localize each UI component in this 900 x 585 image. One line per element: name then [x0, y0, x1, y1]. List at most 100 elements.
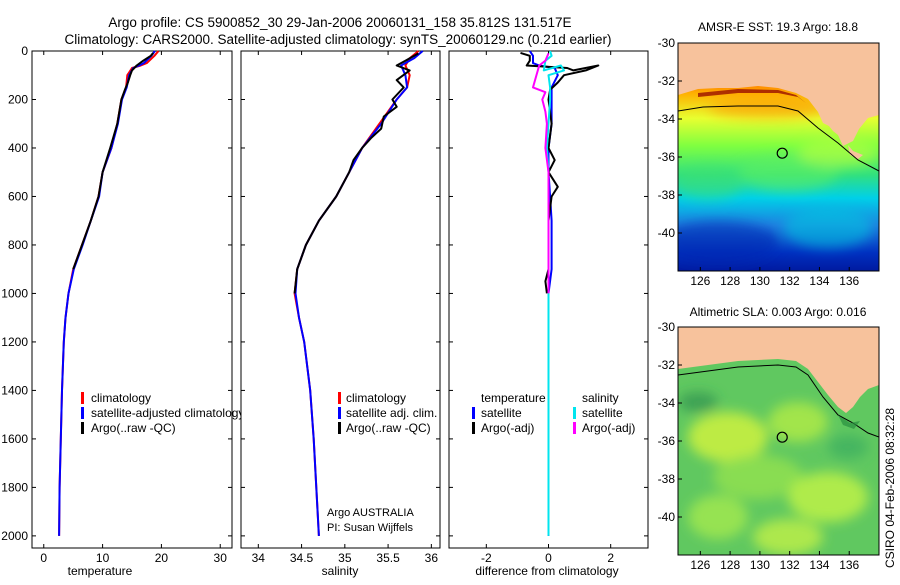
salinity-panel: 34 34.5 35 35.5 36 salinity climatology sate… — [240, 50, 441, 578]
legend-label-temp-argo: Argo(-adj) — [481, 421, 534, 435]
legend-label-sal-satellite: satellite — [582, 406, 623, 420]
y-tick-label: -32 — [658, 74, 676, 88]
salinity-axes-frame — [240, 50, 441, 549]
legend-swatch-argo — [81, 422, 84, 434]
argo-float-marker — [776, 147, 788, 159]
y-tick-label: -38 — [658, 472, 676, 486]
x-tick-label: 36 — [425, 551, 439, 565]
series-line-salinity-argo-adj — [532, 53, 550, 294]
legend-label-temp-satellite: satellite — [481, 406, 522, 420]
sla-map-ticks: 126 128 130 132 134 136 -30 -32 -34 -36 -38 -40 — [658, 320, 860, 572]
x-tick-label: -2 — [481, 551, 492, 565]
y-tick-label: -36 — [658, 434, 676, 448]
legend-swatch-sal-argo — [573, 422, 576, 434]
legend-label-sal-argo: Argo(-adj) — [582, 421, 635, 435]
difference-series — [520, 50, 600, 536]
y-tick-label: 1000 — [1, 286, 28, 300]
x-tick-label: 126 — [690, 274, 710, 288]
legend-swatch-satellite — [81, 407, 84, 419]
temperature-legend: climatology satellite-adjusted climatolo… — [81, 391, 244, 435]
legend-label-climatology: climatology — [346, 391, 406, 405]
sst-map-area — [678, 43, 879, 271]
pi-annotation: PI: Susan Wijffels — [327, 522, 413, 534]
land-australia — [678, 327, 879, 413]
y-tick-label: -32 — [658, 358, 676, 372]
coastal-shelf — [838, 415, 860, 429]
salinity-series — [293, 50, 424, 536]
figure-title-line1: Argo profile: CS 5900852_30 29-Jan-2006 … — [108, 15, 571, 30]
temperature-series — [58, 50, 160, 536]
figure-title-line2: Climatology: CARS2000. Satellite-adjuste… — [64, 32, 611, 47]
warm-coastal-band — [698, 89, 806, 103]
difference-x-ticks: -2 0 2 — [481, 51, 614, 565]
y-tick-label: 1600 — [1, 432, 28, 446]
x-tick-label: 134 — [809, 558, 829, 572]
y-tick-label: 600 — [8, 189, 28, 203]
legend-swatch-climatology — [81, 392, 84, 404]
y-tick-label: -30 — [658, 320, 676, 334]
legend-label-climatology: climatology — [91, 391, 151, 405]
legend-title-temperature: temperature — [481, 391, 546, 405]
x-tick-label: 0 — [40, 551, 47, 565]
land-australia — [678, 43, 879, 146]
isobath-line — [678, 105, 879, 172]
salinity-y-ticks — [241, 50, 440, 537]
x-tick-label: 10 — [96, 551, 110, 565]
x-tick-label: 126 — [690, 558, 710, 572]
difference-y-ticks — [449, 50, 648, 537]
legend-label-argo: Argo(..raw -QC) — [91, 421, 176, 435]
argo-float-marker — [776, 431, 788, 443]
x-tick-label: 132 — [780, 558, 800, 572]
sla-map-panel: Altimetric SLA: 0.003 Argo: 0.016 — [658, 305, 880, 572]
legend-label-satellite: satellite adj. clim. — [346, 406, 437, 420]
y-tick-label: -36 — [658, 150, 676, 164]
legend-swatch-temp-argo — [472, 422, 475, 434]
series-line-argo-raw-qc — [293, 52, 419, 294]
legend-swatch-argo — [338, 422, 341, 434]
sst-texture — [678, 98, 878, 265]
temperature-x-ticks: 0 10 20 30 — [40, 51, 227, 565]
temperature-panel: 0 200 400 600 800 1000 1200 1400 1600 1800 2000 0 1… — [1, 44, 244, 578]
side-timestamp: CSIRO 04-Feb-2006 08:32:28 — [883, 408, 897, 568]
y-tick-label: 0 — [21, 44, 28, 58]
series-line-argo-raw-qc — [72, 52, 154, 270]
y-tick-label: -34 — [658, 112, 676, 126]
x-tick-label: 134 — [809, 274, 829, 288]
y-tick-label: 400 — [8, 141, 28, 155]
y-tick-label: 1400 — [1, 383, 28, 397]
temperature-axes-frame — [31, 50, 233, 549]
x-tick-label: 128 — [720, 274, 740, 288]
salinity-x-ticks: 34 34.5 35 35.5 36 — [252, 51, 439, 565]
sst-map-title: AMSR-E SST: 19.3 Argo: 18.8 — [698, 20, 858, 34]
x-tick-label: 130 — [750, 558, 770, 572]
y-tick-label: 1200 — [1, 335, 28, 349]
difference-panel: -2 0 2 difference from climatology tempera… — [448, 50, 649, 578]
sst-map-panel: AMSR-E SST: 19.3 Argo: 18.8 126 128 130 132… — [658, 20, 880, 288]
salinity-xlabel: salinity — [322, 564, 359, 578]
x-tick-label: 35.5 — [376, 551, 400, 565]
x-tick-label: 20 — [155, 551, 169, 565]
difference-legend: temperature satellite Argo(-adj) salinit… — [472, 391, 635, 435]
isobath-line — [678, 364, 879, 438]
legend-title-salinity: salinity — [582, 391, 619, 405]
x-tick-label: 30 — [214, 551, 228, 565]
x-tick-label: 136 — [839, 274, 859, 288]
x-tick-label: 0 — [545, 551, 552, 565]
sla-texture — [678, 392, 868, 555]
salinity-legend: climatology satellite adj. clim. Argo(..… — [338, 391, 437, 435]
x-tick-label: 132 — [780, 274, 800, 288]
y-tick-label: 800 — [8, 238, 28, 252]
temperature-xlabel: temperature — [68, 564, 133, 578]
legend-swatch-sal-satellite — [573, 407, 576, 419]
legend-label-satellite: satellite-adjusted climatology — [91, 406, 244, 420]
difference-xlabel: difference from climatology — [475, 564, 618, 578]
y-tick-label: -34 — [658, 396, 676, 410]
y-tick-label: 200 — [8, 92, 28, 106]
y-tick-label: 1800 — [1, 480, 28, 494]
y-tick-label: 2000 — [1, 529, 28, 543]
y-tick-label: -30 — [658, 36, 676, 50]
x-tick-label: 128 — [720, 558, 740, 572]
legend-swatch-satellite — [338, 407, 341, 419]
x-tick-label: 130 — [750, 274, 770, 288]
